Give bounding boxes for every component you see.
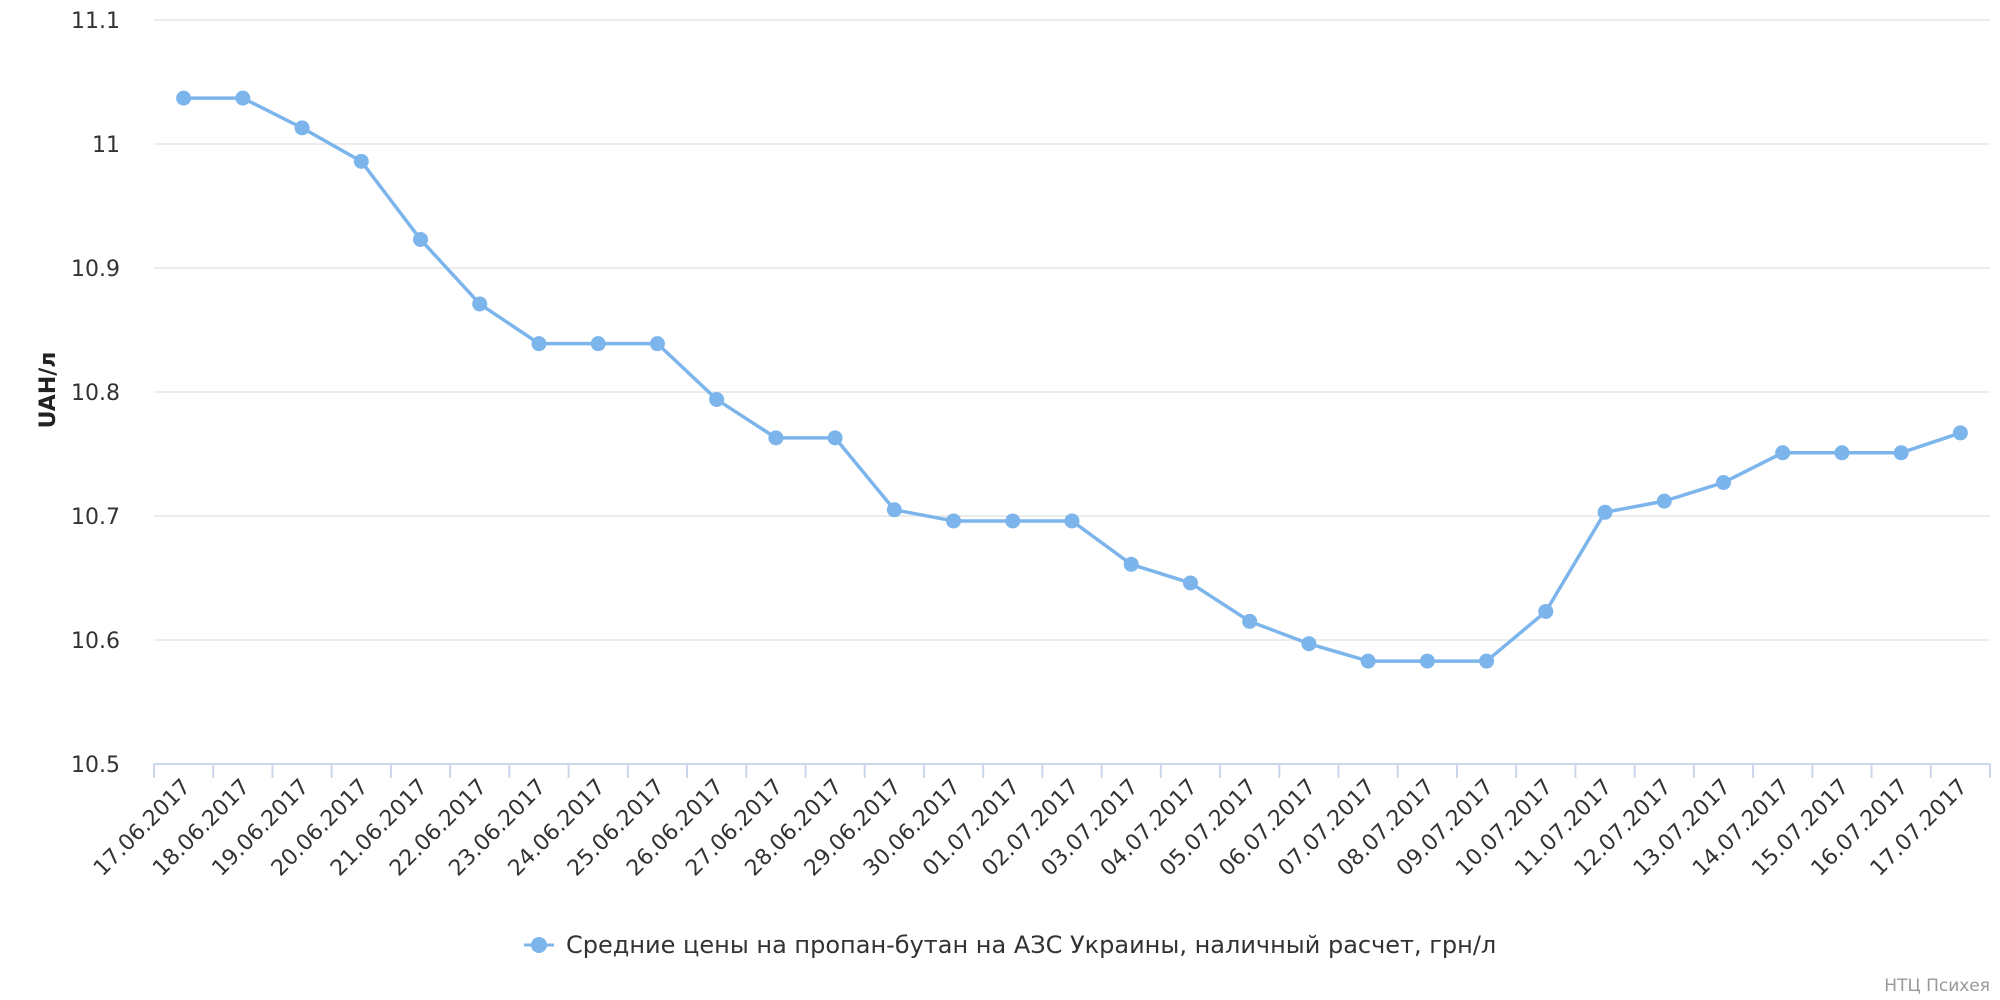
gridlines [154, 19, 1990, 641]
data-point[interactable] [590, 336, 606, 352]
data-point[interactable] [709, 391, 725, 407]
y-tick-label: 10.9 [71, 257, 120, 282]
y-axis: 10.5 10.6 10.7 10.8 10.9 11 11.1 [71, 9, 120, 778]
credit-text[interactable]: НТЦ Психея [1884, 976, 1990, 996]
data-point[interactable] [1301, 636, 1317, 652]
legend-label: Средние цены на пропан-бутан на АЗС Укра… [566, 931, 1496, 959]
legend[interactable]: Средние цены на пропан-бутан на АЗС Укра… [524, 931, 1496, 959]
data-point[interactable] [413, 231, 429, 247]
series-layer [176, 90, 1968, 669]
data-point[interactable] [1123, 556, 1139, 572]
y-tick-label: 10.5 [71, 753, 120, 778]
y-tick-label: 10.7 [71, 505, 120, 530]
data-point[interactable] [1952, 425, 1968, 441]
data-point[interactable] [1064, 513, 1080, 529]
legend-marker-icon [531, 937, 547, 953]
data-point[interactable] [472, 296, 488, 312]
data-point[interactable] [1005, 513, 1021, 529]
x-axis: 17.06.201718.06.201719.06.201720.06.2017… [89, 763, 1991, 881]
y-tick-label: 11 [92, 133, 120, 158]
series-line [181, 96, 1963, 663]
data-point[interactable] [1656, 493, 1672, 509]
data-point[interactable] [1419, 653, 1435, 669]
y-tick-label: 10.6 [71, 629, 120, 654]
data-point[interactable] [1597, 504, 1613, 520]
data-point[interactable] [1715, 475, 1731, 491]
data-point[interactable] [1360, 653, 1376, 669]
data-point[interactable] [294, 120, 310, 136]
data-point[interactable] [1538, 603, 1554, 619]
y-tick-label: 11.1 [71, 9, 120, 34]
data-point[interactable] [1834, 445, 1850, 461]
data-point[interactable] [1242, 613, 1258, 629]
y-axis-title: UAH/л [36, 352, 61, 429]
y-tick-label: 10.8 [71, 381, 120, 406]
data-point[interactable] [176, 90, 192, 106]
data-point[interactable] [1775, 445, 1791, 461]
data-point[interactable] [235, 90, 251, 106]
data-point[interactable] [768, 430, 784, 446]
data-point[interactable] [353, 153, 369, 169]
data-point[interactable] [531, 336, 547, 352]
data-point[interactable] [827, 430, 843, 446]
data-point[interactable] [946, 513, 962, 529]
data-point[interactable] [1182, 575, 1198, 591]
data-point[interactable] [649, 336, 665, 352]
data-point[interactable] [886, 502, 902, 518]
data-point[interactable] [1479, 653, 1495, 669]
data-point[interactable] [1893, 445, 1909, 461]
